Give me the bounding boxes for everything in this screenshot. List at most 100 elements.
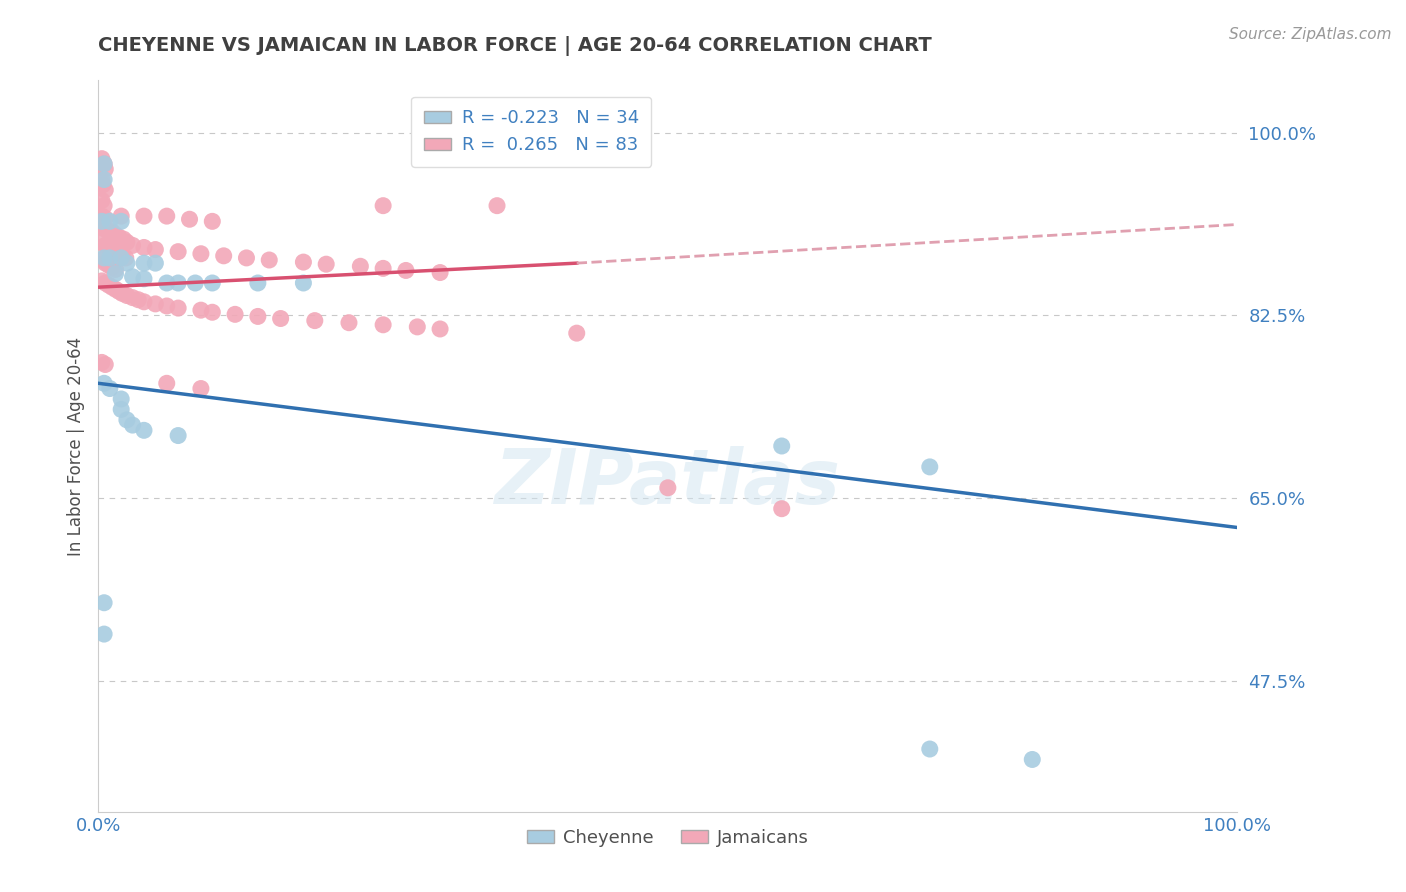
Text: Source: ZipAtlas.com: Source: ZipAtlas.com	[1229, 27, 1392, 42]
Point	[121, 291, 143, 305]
Point	[371, 199, 394, 213]
Point	[93, 376, 115, 391]
Point	[115, 256, 138, 270]
Point	[93, 251, 115, 265]
Point	[429, 266, 451, 280]
Point	[90, 214, 112, 228]
Point	[132, 240, 155, 254]
Point	[90, 355, 112, 369]
Point	[121, 269, 143, 284]
Point	[1021, 752, 1043, 766]
Point	[292, 276, 315, 290]
Point	[167, 244, 190, 259]
Point	[111, 286, 134, 301]
Point	[90, 194, 112, 208]
Point	[93, 157, 115, 171]
Point	[97, 258, 120, 272]
Point	[201, 305, 224, 319]
Point	[98, 251, 121, 265]
Point	[90, 152, 112, 166]
Point	[114, 251, 136, 265]
Point	[201, 214, 224, 228]
Point	[190, 303, 212, 318]
Point	[132, 423, 155, 437]
Point	[90, 252, 112, 267]
Text: ZIPatlas: ZIPatlas	[495, 446, 841, 519]
Point	[90, 209, 112, 223]
Point	[111, 249, 134, 263]
Point	[93, 627, 115, 641]
Point	[167, 428, 190, 442]
Point	[101, 243, 124, 257]
Point	[246, 310, 269, 324]
Point	[167, 276, 190, 290]
Point	[156, 299, 179, 313]
Point	[104, 267, 127, 281]
Point	[108, 246, 131, 260]
Point	[115, 288, 138, 302]
Point	[110, 392, 132, 406]
Point	[94, 358, 117, 372]
Point	[315, 257, 337, 271]
Point	[104, 227, 127, 242]
Point	[201, 276, 224, 290]
Point	[212, 249, 235, 263]
Point	[259, 252, 281, 267]
Point	[246, 276, 269, 290]
Point	[108, 285, 131, 299]
Point	[337, 316, 360, 330]
Point	[94, 256, 117, 270]
Point	[104, 244, 127, 259]
Point	[371, 318, 394, 332]
Point	[132, 272, 155, 286]
Point	[190, 246, 212, 260]
Point	[94, 183, 117, 197]
Point	[115, 413, 138, 427]
Point	[918, 459, 941, 474]
Point	[132, 256, 155, 270]
Point	[110, 209, 132, 223]
Point	[110, 251, 132, 265]
Point	[224, 307, 246, 321]
Point	[104, 282, 127, 296]
Point	[127, 293, 149, 307]
Point	[91, 178, 114, 192]
Point	[93, 172, 115, 186]
Point	[565, 326, 588, 340]
Point	[90, 235, 112, 250]
Point	[406, 319, 429, 334]
Point	[93, 157, 115, 171]
Y-axis label: In Labor Force | Age 20-64: In Labor Force | Age 20-64	[66, 336, 84, 556]
Point	[97, 278, 120, 293]
Point	[121, 238, 143, 252]
Point	[179, 212, 201, 227]
Point	[121, 418, 143, 433]
Point	[98, 214, 121, 228]
Point	[235, 251, 257, 265]
Point	[190, 382, 212, 396]
Point	[93, 221, 115, 235]
Point	[132, 209, 155, 223]
Point	[371, 261, 394, 276]
Point	[94, 162, 117, 177]
Point	[132, 294, 155, 309]
Point	[770, 439, 793, 453]
Legend: Cheyenne, Jamaicans: Cheyenne, Jamaicans	[520, 822, 815, 854]
Point	[292, 255, 315, 269]
Point	[156, 209, 179, 223]
Point	[429, 322, 451, 336]
Point	[184, 276, 207, 290]
Point	[918, 742, 941, 756]
Point	[96, 224, 118, 238]
Point	[94, 238, 117, 252]
Point	[770, 501, 793, 516]
Point	[156, 376, 179, 391]
Point	[101, 225, 124, 239]
Point	[108, 230, 131, 244]
Text: CHEYENNE VS JAMAICAN IN LABOR FORCE | AGE 20-64 CORRELATION CHART: CHEYENNE VS JAMAICAN IN LABOR FORCE | AG…	[98, 36, 932, 55]
Point	[657, 481, 679, 495]
Point	[90, 219, 112, 234]
Point	[270, 311, 292, 326]
Point	[110, 214, 132, 228]
Point	[98, 382, 121, 396]
